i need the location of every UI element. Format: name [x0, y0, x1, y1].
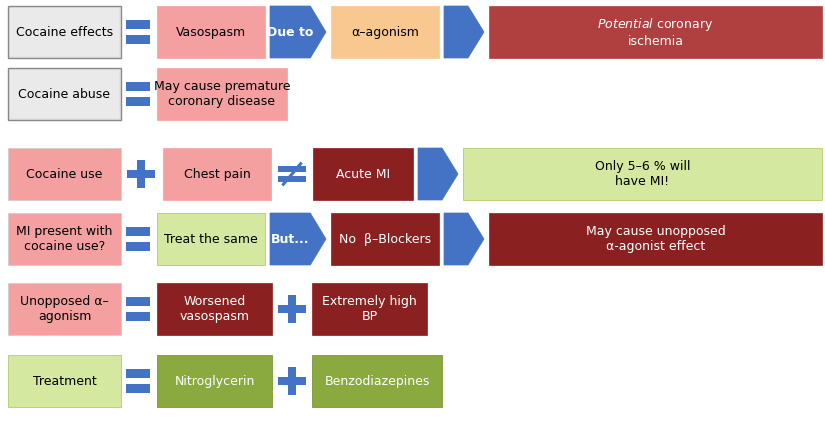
Text: Benzodiazepines: Benzodiazepines — [324, 375, 430, 388]
Text: No  β–Blockers: No β–Blockers — [339, 233, 431, 246]
FancyBboxPatch shape — [10, 8, 119, 56]
Text: Cocaine abuse: Cocaine abuse — [18, 87, 111, 100]
FancyBboxPatch shape — [126, 242, 150, 251]
FancyBboxPatch shape — [126, 227, 150, 236]
FancyBboxPatch shape — [278, 377, 306, 385]
Text: Treatment: Treatment — [33, 375, 97, 388]
Polygon shape — [270, 213, 326, 265]
Text: Nitroglycerin: Nitroglycerin — [174, 375, 255, 388]
FancyBboxPatch shape — [313, 148, 413, 200]
FancyBboxPatch shape — [312, 355, 442, 407]
FancyBboxPatch shape — [489, 213, 822, 265]
FancyBboxPatch shape — [163, 148, 271, 200]
FancyBboxPatch shape — [127, 170, 155, 178]
FancyBboxPatch shape — [8, 6, 121, 58]
FancyBboxPatch shape — [10, 70, 119, 118]
Text: α–agonism: α–agonism — [351, 26, 419, 39]
FancyBboxPatch shape — [8, 148, 121, 200]
FancyBboxPatch shape — [331, 213, 439, 265]
FancyBboxPatch shape — [279, 166, 305, 172]
Polygon shape — [270, 6, 326, 58]
FancyBboxPatch shape — [157, 213, 265, 265]
FancyBboxPatch shape — [157, 68, 287, 120]
FancyBboxPatch shape — [126, 384, 150, 393]
FancyBboxPatch shape — [8, 355, 121, 407]
FancyBboxPatch shape — [126, 20, 150, 29]
FancyBboxPatch shape — [157, 355, 272, 407]
Text: $\it{Potential}$ coronary
ischemia: $\it{Potential}$ coronary ischemia — [597, 16, 714, 48]
Polygon shape — [444, 213, 484, 265]
Text: Only 5–6 % will
have MI!: Only 5–6 % will have MI! — [595, 160, 691, 188]
FancyBboxPatch shape — [331, 6, 439, 58]
Text: Acute MI: Acute MI — [336, 168, 390, 181]
Text: Worsened
vasospasm: Worsened vasospasm — [180, 295, 249, 323]
Text: Chest pain: Chest pain — [184, 168, 250, 181]
FancyBboxPatch shape — [126, 369, 150, 378]
Text: Treat the same: Treat the same — [164, 233, 258, 246]
Text: Extremely high
BP: Extremely high BP — [322, 295, 417, 323]
FancyBboxPatch shape — [126, 297, 150, 306]
Text: Cocaine use: Cocaine use — [26, 168, 102, 181]
Text: Unopposed α–
agonism: Unopposed α– agonism — [20, 295, 109, 323]
FancyBboxPatch shape — [157, 283, 272, 335]
Polygon shape — [418, 148, 458, 200]
FancyBboxPatch shape — [8, 283, 121, 335]
Text: Cocaine effects: Cocaine effects — [16, 26, 113, 39]
FancyBboxPatch shape — [489, 6, 822, 58]
FancyBboxPatch shape — [278, 305, 306, 313]
Text: Due to: Due to — [267, 26, 314, 39]
FancyBboxPatch shape — [8, 68, 121, 120]
FancyBboxPatch shape — [126, 312, 150, 321]
FancyBboxPatch shape — [126, 97, 150, 106]
FancyBboxPatch shape — [279, 177, 305, 182]
Polygon shape — [444, 6, 484, 58]
Text: May cause premature
coronary disease: May cause premature coronary disease — [153, 80, 290, 108]
Text: Vasospasm: Vasospasm — [176, 26, 246, 39]
Text: MI present with
cocaine use?: MI present with cocaine use? — [16, 225, 113, 253]
FancyBboxPatch shape — [8, 213, 121, 265]
FancyBboxPatch shape — [288, 295, 296, 323]
FancyBboxPatch shape — [126, 82, 150, 91]
FancyBboxPatch shape — [463, 148, 822, 200]
Text: May cause unopposed
α-agonist effect: May cause unopposed α-agonist effect — [586, 225, 725, 253]
FancyBboxPatch shape — [312, 283, 427, 335]
FancyBboxPatch shape — [137, 159, 145, 188]
FancyBboxPatch shape — [126, 35, 150, 44]
FancyBboxPatch shape — [288, 367, 296, 395]
Text: But...: But... — [271, 233, 309, 246]
FancyBboxPatch shape — [157, 6, 265, 58]
